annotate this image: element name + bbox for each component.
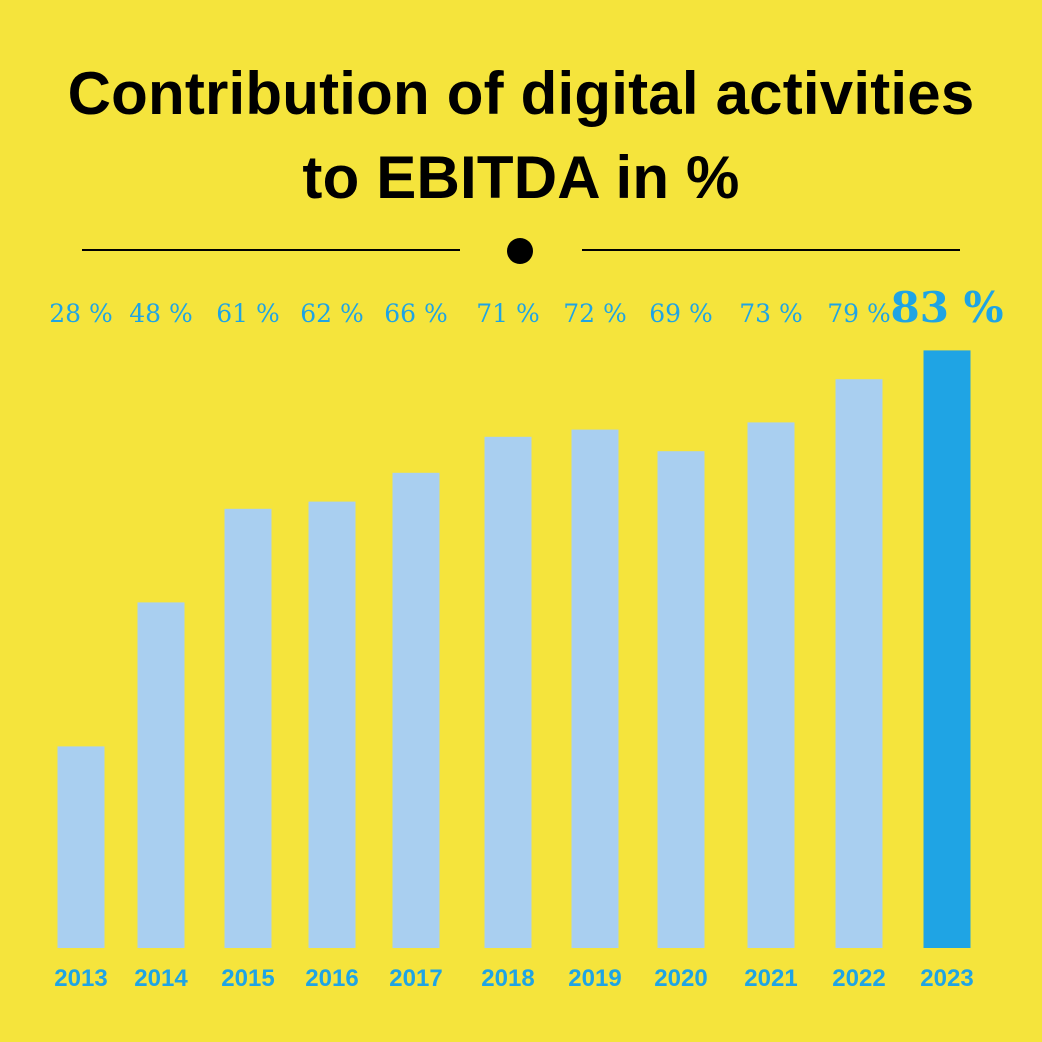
divider-line-left: [82, 249, 460, 251]
bar-2016: [308, 501, 356, 948]
value-label-2015: 61 %: [216, 299, 280, 328]
bar-2015: [224, 508, 272, 948]
bar-2020: [657, 451, 705, 948]
bar-2014: [137, 602, 185, 948]
x-tick-label-2023: 2023: [920, 965, 973, 992]
x-tick-label-2017: 2017: [389, 965, 442, 992]
chart-title-line-2: to EBITDA in %: [302, 144, 740, 211]
value-label-2018: 71 %: [476, 299, 540, 328]
value-label-2013: 28 %: [49, 299, 113, 328]
x-tick-label-2015: 2015: [221, 965, 274, 992]
x-tick-label-2013: 2013: [54, 965, 107, 992]
x-tick-label-2016: 2016: [305, 965, 358, 992]
value-label-2022: 79 %: [827, 299, 891, 328]
bar-2013: [57, 746, 105, 948]
x-tick-label-2014: 2014: [134, 965, 188, 992]
value-label-2019: 72 %: [563, 299, 627, 328]
bar-2017: [392, 472, 440, 948]
x-tick-label-2019: 2019: [568, 965, 621, 992]
bar-2018: [484, 436, 532, 948]
title-divider: [82, 236, 960, 266]
value-label-2021: 73 %: [739, 299, 803, 328]
x-tick-label-2018: 2018: [481, 965, 534, 992]
bar-2022: [835, 379, 883, 948]
x-tick-label-2021: 2021: [744, 965, 797, 992]
chart-title-line-1: Contribution of digital activities: [67, 60, 975, 127]
x-tick-label-2022: 2022: [832, 965, 885, 992]
value-label-2016: 62 %: [300, 299, 364, 328]
value-label-2020: 69 %: [649, 299, 713, 328]
divider-line-right: [582, 249, 960, 251]
bar-2019: [571, 429, 619, 949]
bar-2023: [923, 350, 971, 948]
value-label-2023: 83 %: [891, 283, 1004, 332]
value-label-2017: 66 %: [384, 299, 448, 328]
bar-2021: [747, 422, 795, 948]
chart-title: Contribution of digital activities to EB…: [0, 52, 1042, 220]
divider-dot: [507, 238, 533, 264]
x-tick-label-2020: 2020: [654, 965, 707, 992]
value-label-2014: 48 %: [129, 299, 193, 328]
